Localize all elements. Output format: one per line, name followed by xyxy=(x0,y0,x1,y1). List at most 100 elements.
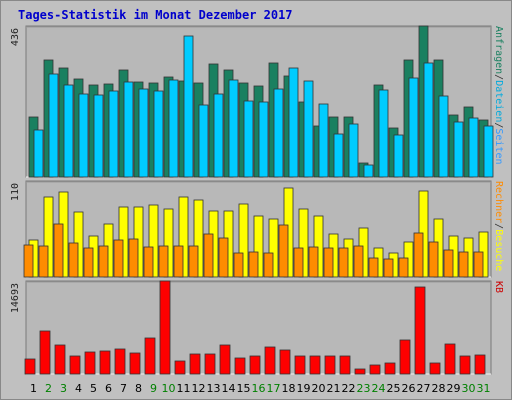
legend-mid: Rechner/Besuche xyxy=(493,181,504,271)
bar-dateien-day-24 xyxy=(378,89,389,178)
bar-rechner-day-21 xyxy=(323,247,334,278)
x-label-day-5: 5 xyxy=(90,382,97,395)
bar-rechner-day-1 xyxy=(23,244,34,278)
bar-kb-day-5 xyxy=(84,351,96,375)
legend-item-mid-1: / xyxy=(493,223,504,229)
bar-besuche-day-9 xyxy=(148,204,159,278)
bar-dateien-day-11 xyxy=(183,35,194,178)
bar-kb-day-3 xyxy=(54,344,66,375)
bar-dateien-day-12 xyxy=(198,104,209,178)
legend-top: Anfragen/Dateien/Seiten xyxy=(493,26,504,165)
bar-rechner-day-10 xyxy=(158,245,169,278)
legend-item-top-2: Dateien xyxy=(493,80,504,122)
bar-rechner-day-30 xyxy=(458,251,469,278)
bar-dateien-day-18 xyxy=(288,67,299,178)
y-max-label-top: 436 xyxy=(10,28,21,46)
x-label-day-6: 6 xyxy=(105,382,112,395)
x-label-day-8: 8 xyxy=(135,382,142,395)
bar-rechner-day-16 xyxy=(248,251,259,278)
bar-dateien-day-9 xyxy=(153,90,164,178)
bar-rechner-day-20 xyxy=(308,246,319,278)
bar-dateien-day-27 xyxy=(423,62,434,178)
bar-dateien-day-26 xyxy=(408,77,419,178)
bar-kb-day-8 xyxy=(129,352,141,375)
x-label-day-3: 3 xyxy=(60,382,67,395)
bar-besuche-day-17 xyxy=(268,218,279,278)
bar-kb-day-27 xyxy=(414,286,426,375)
x-label-day-21: 21 xyxy=(327,382,341,395)
bar-kb-day-28 xyxy=(429,362,441,375)
bar-dateien-day-30 xyxy=(468,117,479,178)
bar-kb-day-14 xyxy=(219,344,231,375)
bar-kb-day-6 xyxy=(99,350,111,375)
x-label-day-12: 12 xyxy=(192,382,206,395)
bar-rechner-day-2 xyxy=(38,245,49,278)
panel-mid: 110 Rechner/Besuche xyxy=(10,180,504,278)
x-label-day-4: 4 xyxy=(75,382,82,395)
bar-rechner-day-28 xyxy=(428,241,439,278)
bar-besuche-day-2 xyxy=(43,196,54,278)
bar-dateien-day-25 xyxy=(393,134,404,178)
bar-rechner-day-18 xyxy=(278,224,289,278)
x-label-day-11: 11 xyxy=(177,382,191,395)
bar-dateien-day-14 xyxy=(228,79,239,178)
bar-rechner-day-3 xyxy=(53,223,64,278)
x-label-day-27: 27 xyxy=(417,382,431,395)
x-label-day-10: 10 xyxy=(162,382,176,395)
legend-item-top-1: / xyxy=(493,74,504,80)
bar-rechner-day-8 xyxy=(128,238,139,278)
bar-kb-day-31 xyxy=(474,354,486,375)
bar-kb-day-25 xyxy=(384,362,396,375)
bar-rechner-day-7 xyxy=(113,239,124,278)
bar-kb-day-20 xyxy=(309,355,321,375)
bar-dateien-day-29 xyxy=(453,121,464,178)
bar-kb-day-15 xyxy=(234,357,246,375)
bar-rechner-day-13 xyxy=(203,233,214,278)
bar-dateien-day-31 xyxy=(483,125,494,178)
bar-dateien-day-17 xyxy=(273,88,284,178)
bar-kb-day-7 xyxy=(114,348,126,375)
bar-kb-day-22 xyxy=(339,355,351,375)
bar-dateien-day-23 xyxy=(363,164,374,178)
y-max-label-mid: 110 xyxy=(10,183,21,201)
bar-kb-day-24 xyxy=(369,364,381,375)
legend-bot: KB xyxy=(493,281,504,293)
legend-item-top-4: Seiten xyxy=(493,128,504,164)
bar-dateien-day-13 xyxy=(213,93,224,178)
bar-kb-day-9 xyxy=(144,337,156,375)
bar-rechner-day-14 xyxy=(218,237,229,278)
x-label-day-28: 28 xyxy=(432,382,446,395)
legend-item-top-3: / xyxy=(493,122,504,128)
chart-title: Tages-Statistik im Monat Dezember 2017 xyxy=(18,8,293,22)
x-label-day-17: 17 xyxy=(267,382,281,395)
bar-rechner-day-17 xyxy=(263,252,274,278)
bar-besuche-day-19 xyxy=(298,208,309,278)
bar-kb-day-29 xyxy=(444,343,456,375)
x-label-day-7: 7 xyxy=(120,382,127,395)
bar-besuche-day-11 xyxy=(178,196,189,278)
bar-besuche-day-10 xyxy=(163,208,174,278)
bar-dateien-day-8 xyxy=(138,88,149,178)
x-label-day-20: 20 xyxy=(312,382,326,395)
bar-kb-day-19 xyxy=(294,355,306,375)
bar-kb-day-2 xyxy=(39,330,51,375)
bar-besuche-day-15 xyxy=(238,203,249,278)
bar-dateien-day-5 xyxy=(93,94,104,178)
x-label-day-23: 23 xyxy=(357,382,371,395)
x-axis-day-labels: 1 2 3 4 5 6 7 8 9 10 11 12 13 14 15 16 17 18 19 20 21 22 23 24 2… xyxy=(30,382,491,395)
bar-kb-day-12 xyxy=(189,353,201,375)
bar-dateien-day-15 xyxy=(243,100,254,178)
bar-rechner-day-22 xyxy=(338,247,349,278)
x-label-day-1: 1 xyxy=(30,382,37,395)
legend-item-mid-0: Rechner xyxy=(493,181,504,223)
x-label-day-2: 2 xyxy=(45,382,52,395)
bar-rechner-day-12 xyxy=(188,245,199,278)
bar-rechner-day-31 xyxy=(473,251,484,278)
x-label-day-26: 26 xyxy=(402,382,416,395)
legend-item-top-0: Anfragen xyxy=(493,26,504,74)
bar-rechner-day-19 xyxy=(293,247,304,278)
bar-rechner-day-29 xyxy=(443,249,454,278)
bar-rechner-day-26 xyxy=(398,257,409,278)
